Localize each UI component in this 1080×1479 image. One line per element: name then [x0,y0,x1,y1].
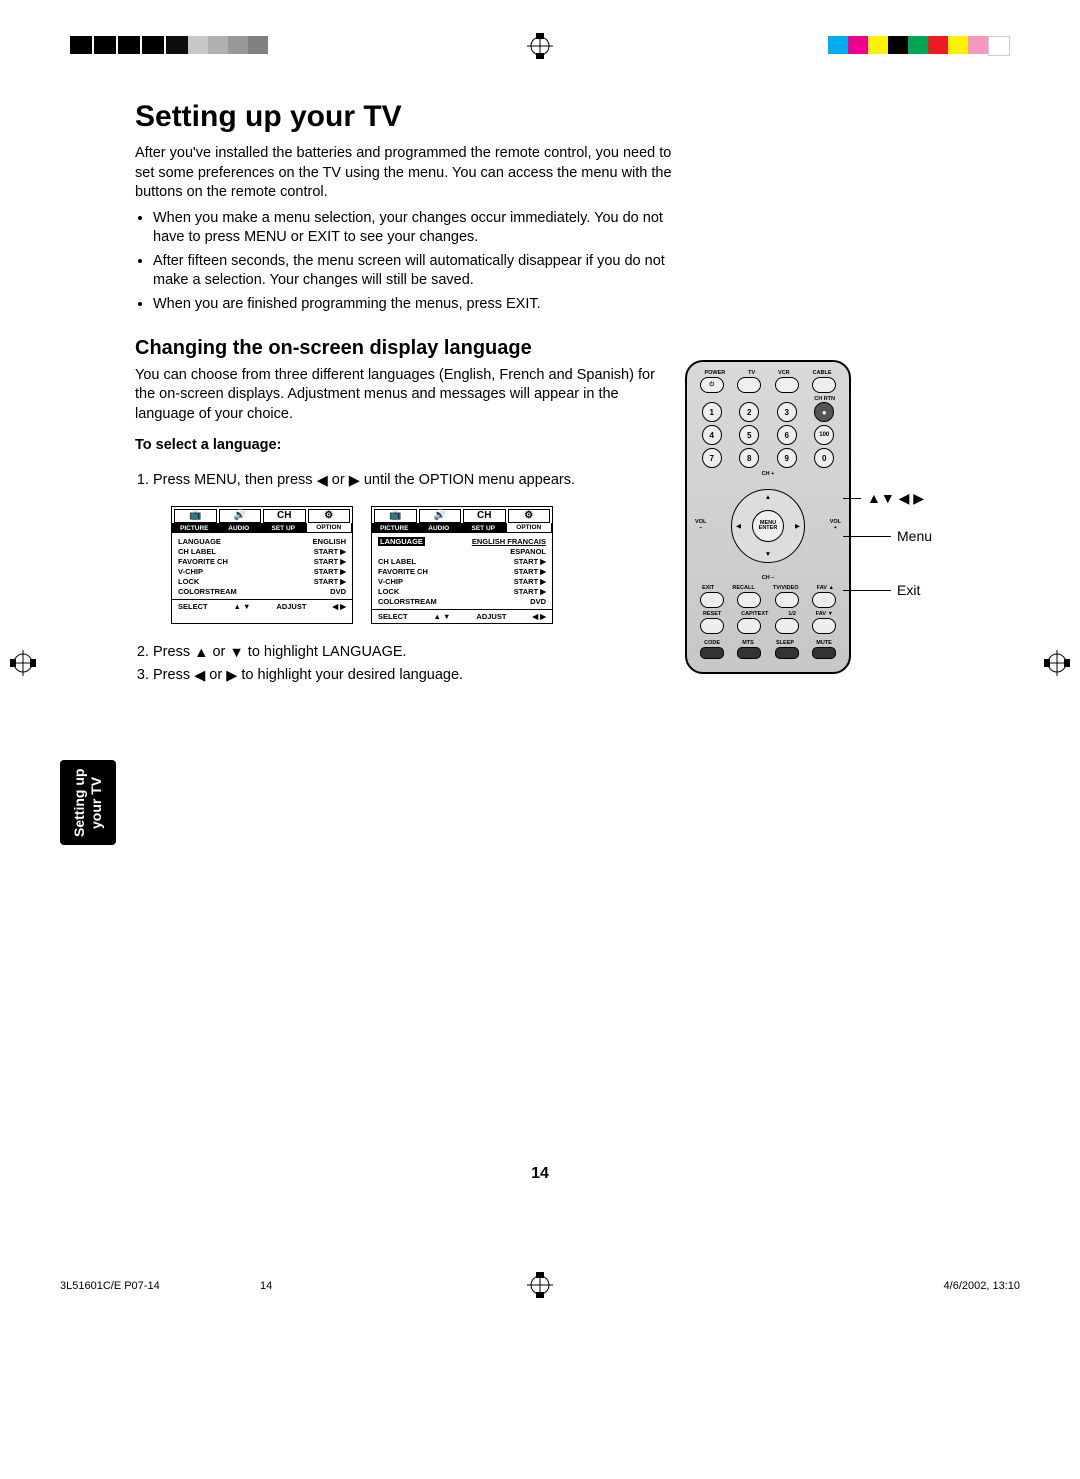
reset-button [700,618,724,634]
captext-button [737,618,761,634]
favdown-button [812,618,836,634]
code-button [700,647,724,659]
remote-diagram: POWER TV VCR CABLE ⏻ CH RTN 1 2 3 ● 4 5 … [685,360,945,674]
tvvideo-button [775,592,799,608]
audio-tab-icon: 🔊 [219,509,262,523]
section-heading: Changing the on-screen display language [135,337,945,360]
audio-tab-icon: 🔊 [419,509,462,523]
setup-tab-icon: CH [463,509,506,523]
footer: 3L51601C/E P07-14 14 4/6/2002, 13:10 [60,1280,1020,1292]
osd-menu-1: 📺 🔊 CH ⚙ PICTURE AUDIO SET UP OPTION LAN… [171,506,353,624]
num-button: 2 [739,402,759,422]
section-body: You can choose from three different lang… [135,366,675,425]
picture-tab-icon: 📺 [174,509,217,523]
num-button: 7 [702,448,722,468]
exit-button [700,592,724,608]
num-button: 1 [702,402,722,422]
recall-button [737,592,761,608]
favup-button [812,592,836,608]
cable-button [812,377,836,393]
option-tab-icon: ⚙ [508,509,551,523]
osd-menu-2: 📺 🔊 CH ⚙ PICTURE AUDIO SET UP OPTION LAN… [371,506,553,624]
picture-tab-icon: 📺 [374,509,417,523]
menu-enter-button: MENU ENTER [752,510,784,542]
bullet: When you are finished programming the me… [153,295,683,315]
sleep-button [775,647,799,659]
bullet: After fifteen seconds, the menu screen w… [153,252,683,291]
footer-right: 4/6/2002, 13:10 [944,1280,1020,1292]
dpad: ▲ ▼ ◀ ▶ MENU ENTER [731,489,805,563]
num-button: 3 [777,402,797,422]
power-button: ⏻ [700,377,724,393]
page-number: 14 [0,1165,1080,1183]
page-title: Setting up your TV [135,100,945,134]
callout-menu: Menu [843,528,932,544]
callout-exit: Exit [843,582,920,598]
num-button: 8 [739,448,759,468]
section-tab: Setting up your TV [60,760,116,845]
to-select-heading: To select a language: [135,436,675,456]
mute-button [812,647,836,659]
tv-button [737,377,761,393]
bullet: When you make a menu selection, your cha… [153,209,683,248]
footer-left: 3L51601C/E P07-14 [60,1280,160,1292]
setup-tab-icon: CH [263,509,306,523]
chrtn-button: ● [814,402,834,422]
half-button [775,618,799,634]
callout-arrows: ▲▼ ◀ ▶ [843,490,924,507]
num-button: 6 [777,425,797,445]
mts-button [737,647,761,659]
vcr-button [775,377,799,393]
intro-bullets: When you make a menu selection, your cha… [153,209,683,315]
num-button: 0 [814,448,834,468]
option-tab-icon: ⚙ [308,509,351,523]
intro-text: After you've installed the batteries and… [135,144,675,203]
num-button: 4 [702,425,722,445]
num-button: 100 [814,425,834,445]
num-button: 9 [777,448,797,468]
footer-mid: 14 [260,1280,272,1292]
num-button: 5 [739,425,759,445]
